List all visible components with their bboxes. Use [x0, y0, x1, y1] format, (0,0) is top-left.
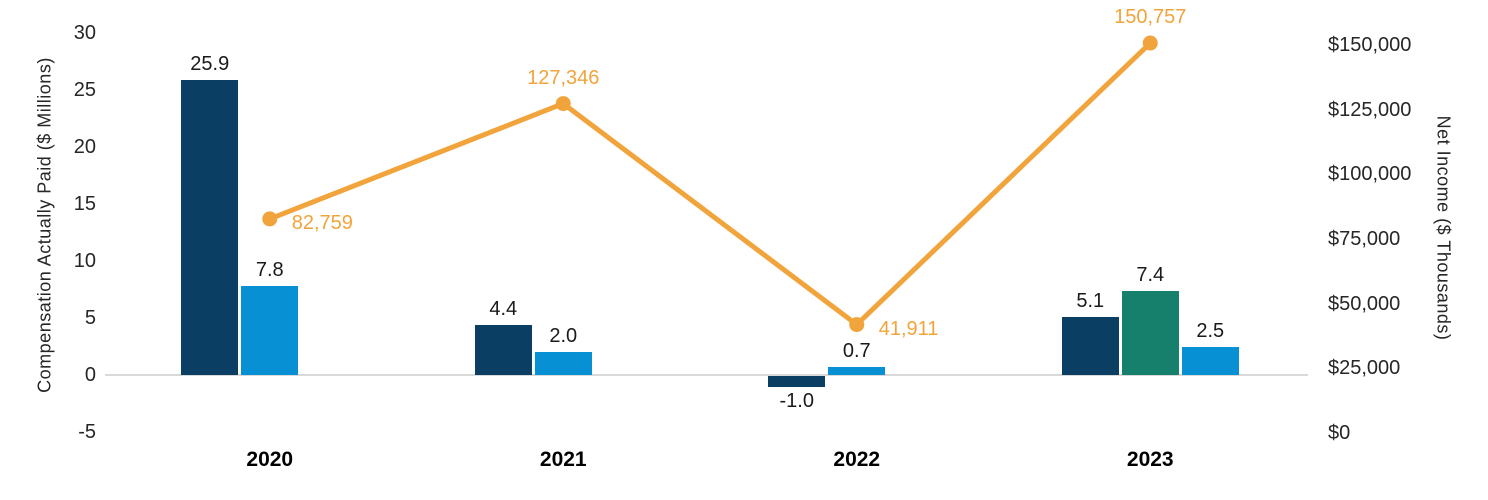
net-income-value-label: 150,757 [1114, 6, 1187, 29]
bar-blue [534, 352, 592, 375]
left-tick-label: 10 [73, 250, 96, 272]
year-label: 2022 [833, 448, 881, 471]
line-point-marker [262, 211, 278, 227]
bar-blue [241, 286, 299, 375]
left-tick-label: 0 [84, 364, 96, 386]
line-point-marker [555, 96, 571, 112]
left-tick-label: 30 [73, 22, 96, 44]
bar-navy [1061, 316, 1119, 375]
bar-value-label: 2.5 [1196, 319, 1225, 342]
left-tick-label: 15 [73, 193, 96, 215]
year-label: 2021 [539, 448, 587, 471]
line-point-marker [1142, 35, 1158, 51]
bar-value-label: 4.4 [489, 297, 518, 320]
bar-blue [1181, 346, 1239, 375]
net-income-value-label: 82,759 [291, 211, 353, 234]
left-tick-label: 20 [73, 136, 96, 158]
right-tick-label: $50,000 [1328, 292, 1401, 315]
right-tick-label: $75,000 [1328, 228, 1401, 250]
right-tick-label: $150,000 [1328, 34, 1412, 56]
bar-teal [1121, 290, 1179, 375]
left-tick-label: 25 [73, 79, 96, 101]
year-label: 2023 [1126, 448, 1174, 471]
net-income-value-label: 41,911 [878, 317, 939, 340]
right-tick-label: $25,000 [1328, 357, 1401, 380]
right-tick-label: $100,000 [1328, 163, 1412, 186]
bar-navy [181, 79, 239, 375]
net-income-value-label: 127,346 [527, 66, 600, 89]
right-tick-label: $0 [1328, 422, 1351, 444]
year-label: 2020 [246, 448, 294, 471]
bar-blue [828, 367, 886, 375]
left-tick-label: -5 [78, 421, 96, 443]
line-point-marker [849, 317, 865, 333]
right-tick-label: $125,000 [1328, 98, 1412, 121]
zero-axis-line [105, 374, 1308, 376]
net-income-line-path [267, 40, 1153, 328]
bar-navy [768, 376, 826, 388]
bar-value-label: 25.9 [190, 52, 230, 75]
bar-value-label: 0.7 [842, 340, 871, 363]
left-tick-label: 5 [84, 307, 96, 329]
bar-value-label: 7.4 [1136, 263, 1165, 286]
bar-navy [474, 324, 532, 375]
bar-value-label: 2.0 [549, 325, 578, 348]
bar-value-label: 7.8 [255, 259, 284, 282]
bar-value-label: 5.1 [1076, 289, 1105, 312]
bar-value-label: -1.0 [779, 390, 814, 413]
